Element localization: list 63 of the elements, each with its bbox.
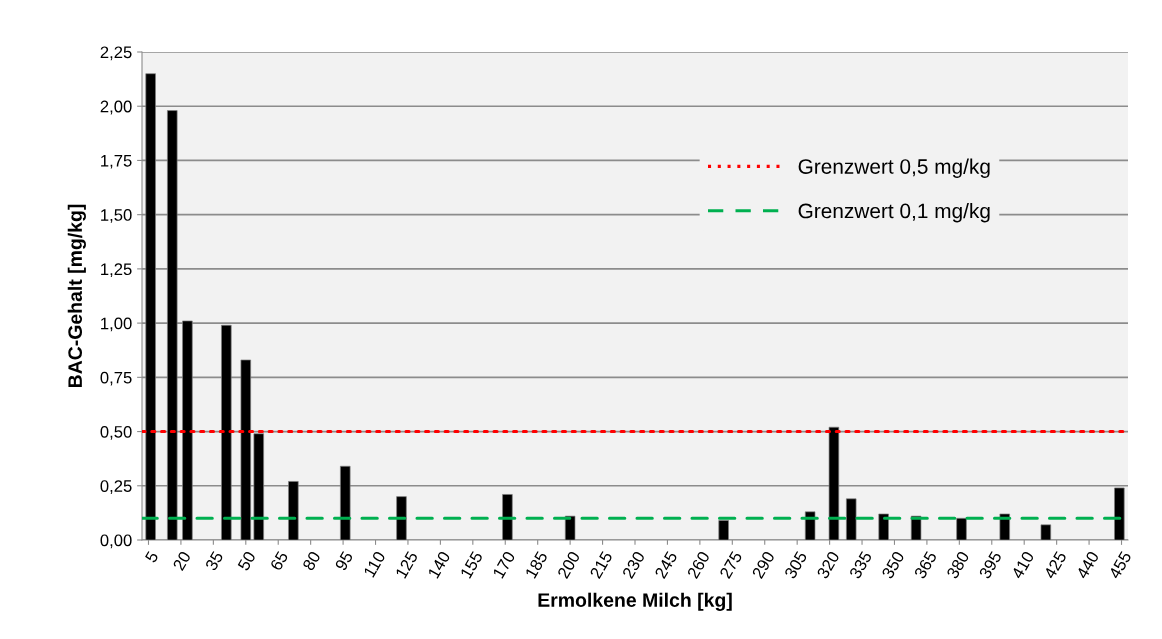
y-tick-label: 1,25: [101, 263, 132, 278]
x-tick-label: 455: [1108, 550, 1132, 580]
x-tick-label: 365: [913, 550, 938, 580]
bar: [502, 494, 513, 540]
x-tick-label: 110: [363, 550, 386, 578]
x-tick-label: 395: [978, 550, 1003, 580]
x-tick-label: 440: [1075, 550, 1100, 580]
bar: [878, 513, 889, 540]
bar: [718, 520, 729, 540]
y-tick-label: 0,50: [100, 425, 132, 440]
y-tick-label: 0,00: [100, 534, 132, 549]
bar: [167, 110, 178, 540]
x-tick-label: 380: [946, 550, 970, 580]
x-tick-label: 50: [237, 550, 257, 572]
bar: [846, 498, 857, 540]
x-tick-label: 275: [719, 550, 743, 580]
x-tick-label: 245: [654, 550, 678, 580]
x-tick-label: 290: [751, 550, 776, 580]
x-tick-label: 5: [144, 550, 159, 564]
x-tick-label: 20: [172, 550, 192, 572]
bar: [288, 481, 299, 540]
x-tick-label: 425: [1043, 550, 1067, 580]
x-tick-label: 260: [686, 550, 711, 580]
x-tick-label: 155: [460, 550, 484, 579]
x-tick-label: 95: [334, 550, 354, 572]
x-tick-label: 35: [204, 550, 224, 572]
y-tick-label: 0,75: [100, 371, 132, 386]
x-tick-label: 350: [881, 550, 905, 580]
x-tick-label: 140: [427, 550, 451, 579]
bar: [221, 324, 232, 540]
x-tick-label: 200: [557, 550, 581, 580]
x-tick-label: 80: [302, 550, 321, 572]
y-tick-label: 1,75: [101, 155, 132, 169]
bar: [253, 433, 264, 540]
bar: [564, 515, 576, 540]
bar: [1040, 524, 1052, 540]
x-tick-label: 65: [269, 550, 289, 572]
y-tick-label: 2,00: [100, 100, 132, 115]
y-axis-title: BAC-Gehalt [mg/kg]: [67, 204, 86, 388]
x-tick-label: 230: [621, 550, 646, 580]
y-tick-label: 0,25: [100, 480, 132, 494]
y-tick-label: 1,00: [101, 317, 132, 332]
x-tick-label: 185: [524, 550, 548, 579]
bar: [182, 320, 193, 540]
legend-label: Grenzwert 0,5 mg/kg: [798, 158, 990, 179]
x-tick-label: 125: [395, 550, 419, 579]
bar: [240, 359, 251, 540]
bar: [1114, 487, 1125, 540]
bar: [956, 517, 967, 540]
x-axis-title: Ermolkene Milch [kg]: [538, 592, 732, 611]
legend-label: Grenzwert 0,1 mg/kg: [798, 203, 990, 223]
x-tick-label: 410: [1010, 550, 1035, 580]
x-tick-label: 335: [848, 550, 873, 580]
y-tick-label: 2,25: [100, 46, 132, 61]
bar: [396, 496, 407, 540]
bar: [828, 426, 840, 540]
bar: [145, 73, 156, 540]
bar: [340, 465, 351, 540]
x-tick-label: 170: [492, 550, 516, 579]
x-tick-label: 320: [816, 550, 840, 580]
x-tick-label: 215: [589, 550, 613, 580]
y-tick-label: 1,50: [101, 209, 132, 223]
x-tick-label: 305: [783, 550, 808, 580]
